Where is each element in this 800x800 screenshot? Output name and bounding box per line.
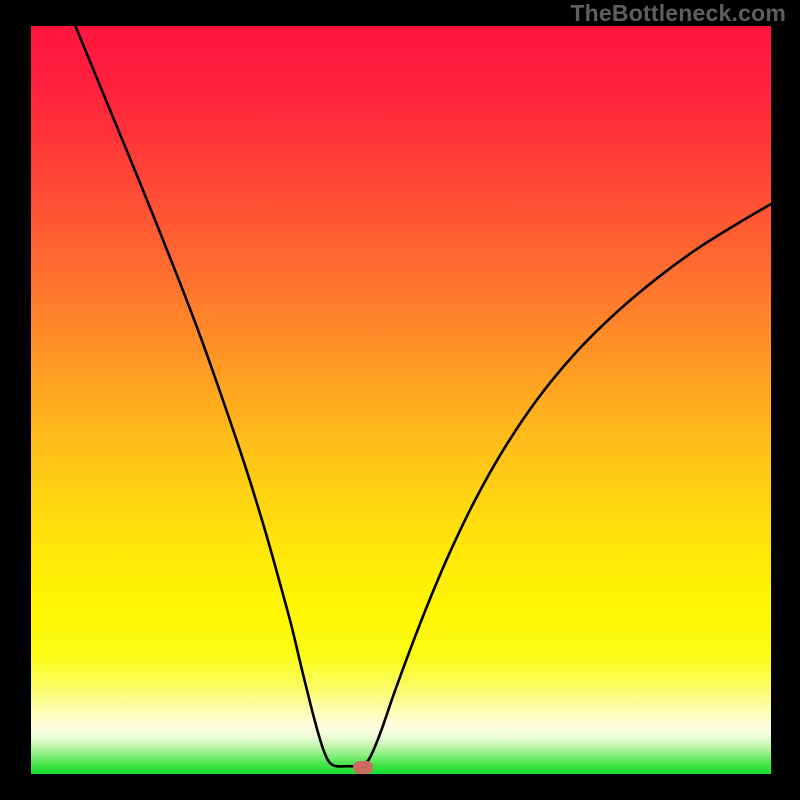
chart-container: TheBottleneck.com <box>0 0 800 800</box>
watermark-text: TheBottleneck.com <box>570 0 786 27</box>
dip-marker-icon <box>353 761 373 774</box>
plot-area <box>31 26 771 774</box>
curve-line <box>31 26 771 774</box>
